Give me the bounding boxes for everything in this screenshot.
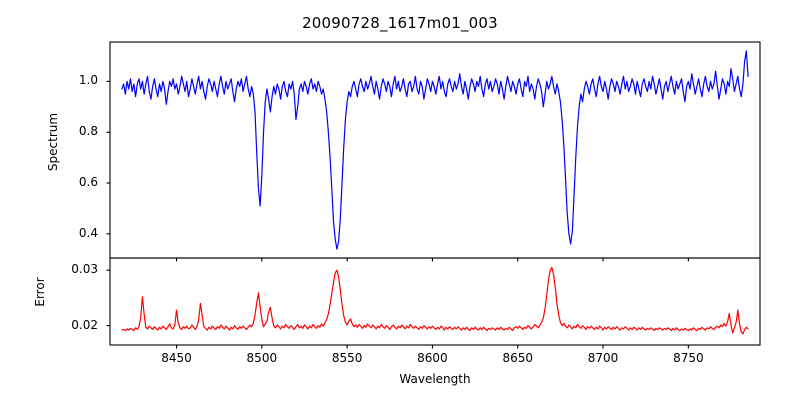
error-panel-frame: [109, 257, 761, 346]
x-tick-label: 8600: [417, 351, 448, 365]
x-tick-label: 8750: [673, 351, 704, 365]
x-tick-label: 8700: [587, 351, 619, 365]
spectrum-panel-frame: [109, 41, 761, 259]
error-line: [121, 266, 749, 335]
x-tick-label: 8550: [331, 351, 363, 365]
x-tick-label: 8500: [246, 351, 278, 365]
chart-title: 20090728_1617m01_003: [302, 14, 498, 32]
spectrum-ytick-label: 0.6: [78, 175, 98, 190]
spectrum-ytick-label: 0.8: [78, 124, 98, 139]
x-tick-label: 8650: [502, 351, 533, 365]
spectrum-line: [121, 50, 749, 250]
x-axis-label: Wavelength: [399, 372, 471, 386]
spectrum-ytick-label: 0.4: [78, 225, 98, 240]
error-ytick-label: 0.03: [71, 262, 98, 277]
spectrum-ytick-label: 1.0: [78, 73, 98, 88]
error-ytick-label: 0.02: [71, 317, 98, 332]
x-tick-label: 8450: [161, 351, 192, 365]
